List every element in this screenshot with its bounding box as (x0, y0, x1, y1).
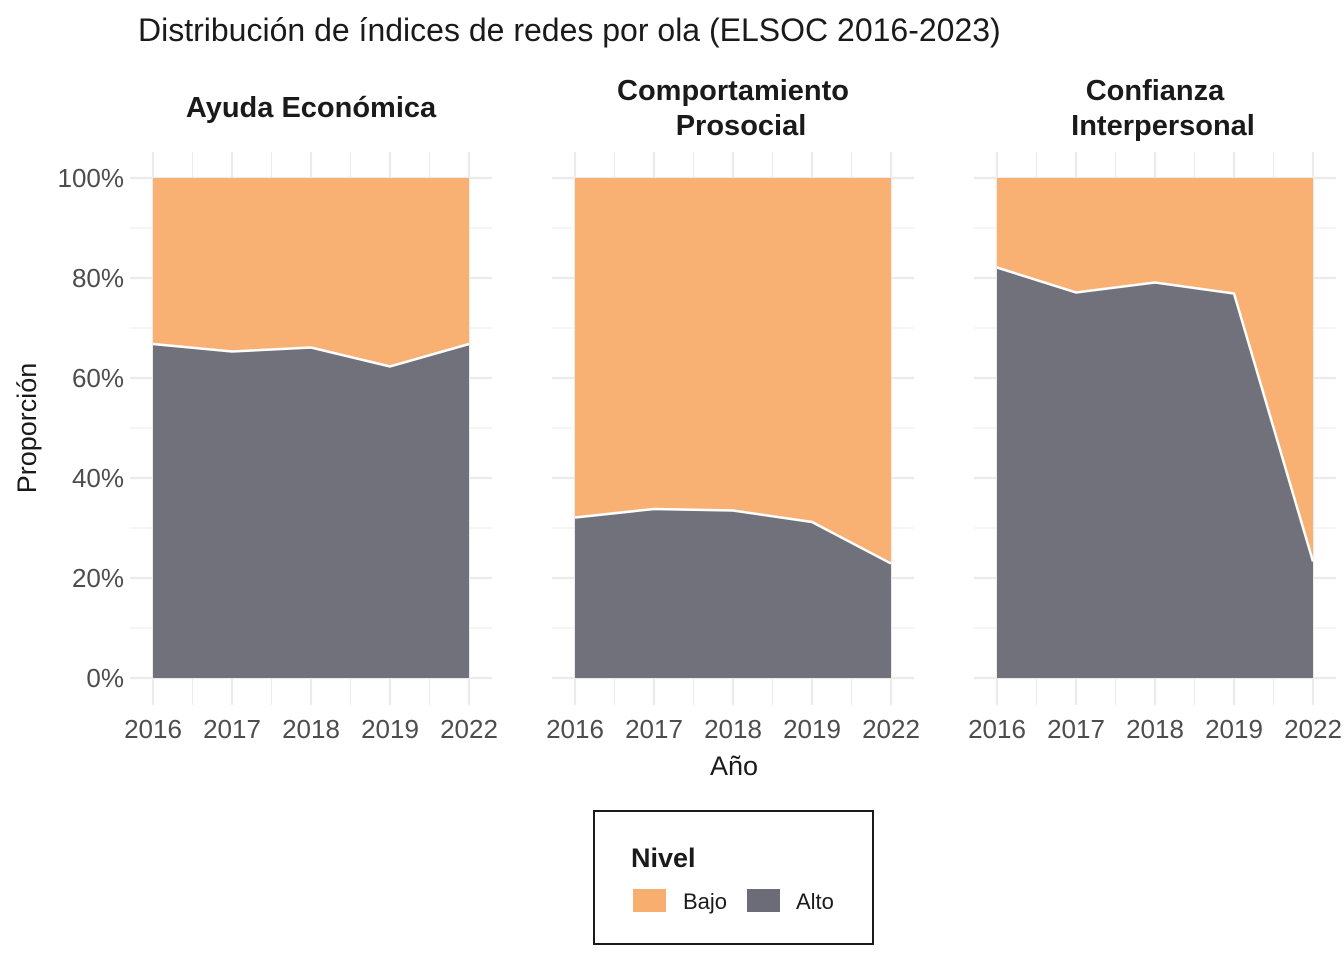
x-tick-label: 2017 (1047, 714, 1105, 744)
series-boundary-line (152, 342, 470, 368)
chart-title: Distribución de índices de redes por ola… (138, 12, 1001, 48)
x-tick-label: 2018 (282, 714, 340, 744)
x-tick-label: 2019 (783, 714, 841, 744)
x-tick-label: 2019 (361, 714, 419, 744)
legend-label: Bajo (683, 889, 727, 914)
x-tick-label: 2016 (546, 714, 604, 744)
area-alto (575, 509, 891, 678)
y-axis-ticks: 0% 20% 40% 60% 80% 100% (58, 163, 125, 693)
x-tick-label: 2018 (1126, 714, 1184, 744)
y-axis-title: Proporción (12, 363, 42, 494)
facet-strip-label: Interpersonal (1071, 110, 1255, 142)
area-bajo (997, 178, 1313, 562)
legend-swatch (747, 889, 780, 912)
y-tick-label: 100% (58, 163, 125, 193)
series-boundary-line (574, 507, 892, 565)
y-tick-label: 0% (86, 663, 124, 693)
x-tick-label: 2019 (1205, 714, 1263, 744)
x-tick-label: 2017 (203, 714, 261, 744)
x-tick-label: 2017 (625, 714, 683, 744)
area-alto (153, 344, 469, 678)
series-boundary-line (996, 266, 1315, 562)
area-bajo (575, 178, 891, 564)
legend-box (593, 810, 874, 945)
legend-label: Alto (796, 889, 834, 914)
facet-panel: Ayuda Económica 2016 2017 2018 2019 2022 (124, 92, 498, 744)
facet-strip-label: Comportamiento (617, 75, 849, 107)
y-tick-label: 60% (72, 363, 124, 393)
legend-title: Nivel (631, 843, 696, 873)
y-tick-label: 80% (72, 263, 124, 293)
x-tick-label: 2016 (968, 714, 1026, 744)
area-alto (997, 267, 1313, 678)
x-axis-title: Año (710, 751, 758, 781)
area-bajo (153, 178, 469, 367)
facet-strip-label: Ayuda Económica (186, 92, 437, 124)
facet-strip-label: Confianza (1086, 75, 1225, 107)
x-tick-label: 2022 (1284, 714, 1342, 744)
x-tick-label: 2022 (862, 714, 920, 744)
x-tick-label: 2022 (440, 714, 498, 744)
y-tick-label: 20% (72, 563, 124, 593)
x-tick-label: 2016 (124, 714, 182, 744)
legend-swatch (633, 889, 666, 912)
legend: Nivel Bajo Alto (593, 810, 874, 945)
y-tick-label: 40% (72, 463, 124, 493)
x-tick-label: 2018 (704, 714, 762, 744)
facet-strip-label: Prosocial (676, 110, 807, 142)
